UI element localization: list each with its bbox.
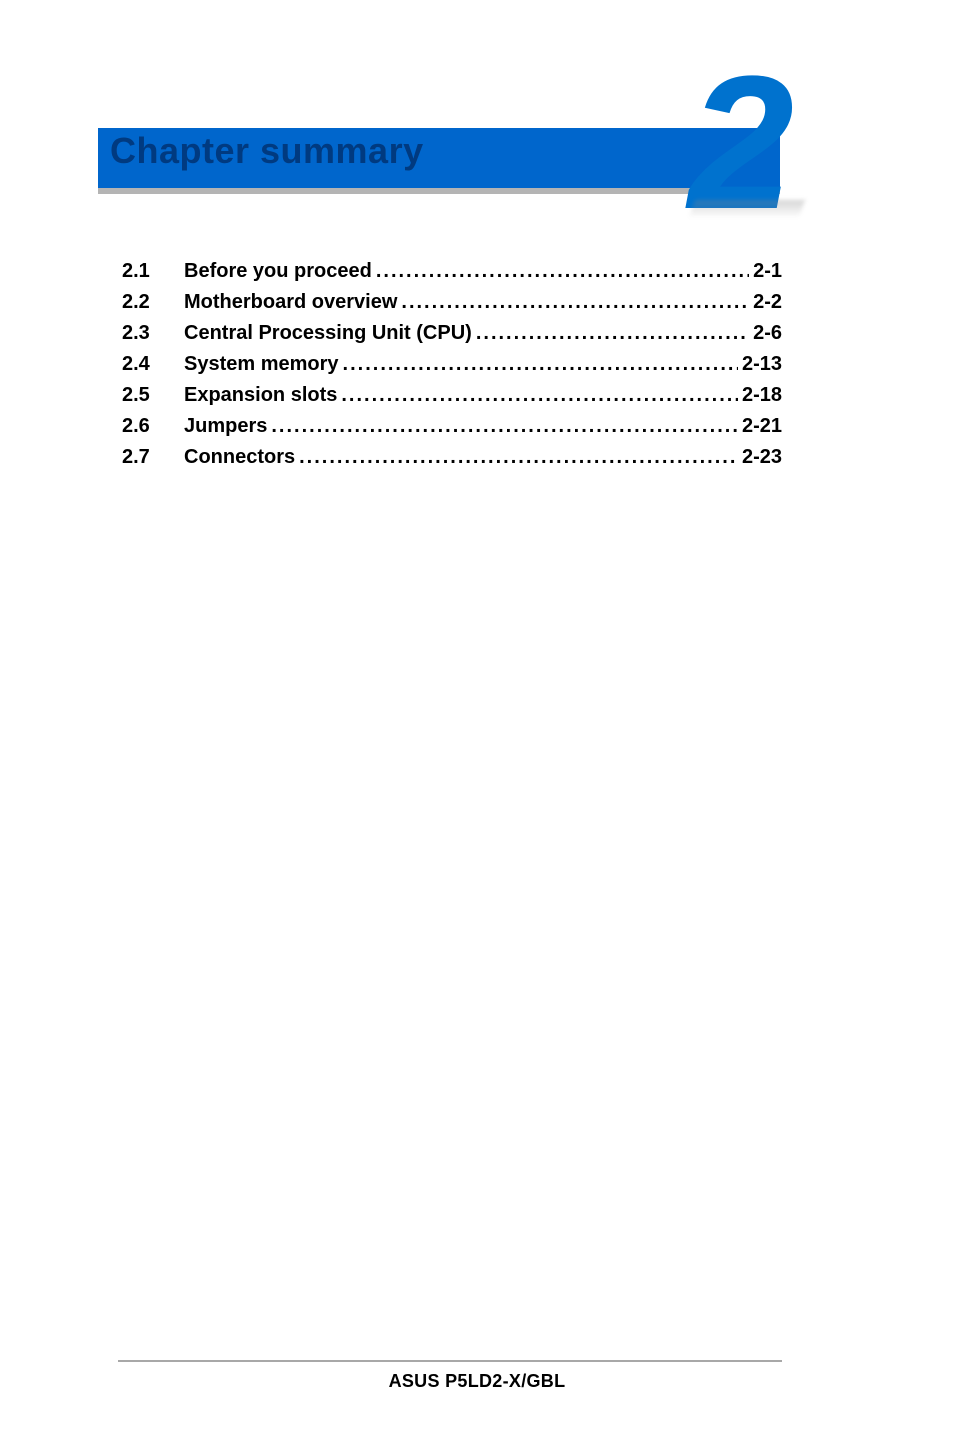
toc-label: Central Processing Unit (CPU) (184, 322, 472, 345)
toc-row: 2.3 Central Processing Unit (CPU) 2-6 (122, 322, 782, 345)
toc-label: Before you proceed (184, 260, 372, 283)
page: Chapter summary 2 2.1 Before you proceed… (0, 0, 954, 1438)
toc-page: 2-6 (753, 322, 782, 345)
toc-page: 2-23 (742, 446, 782, 469)
toc-num: 2.5 (122, 384, 184, 407)
toc-num: 2.1 (122, 260, 184, 283)
toc: 2.1 Before you proceed 2-1 2.2 Motherboa… (122, 260, 782, 477)
chapter-number-shadow (689, 200, 805, 218)
toc-label: Expansion slots (184, 384, 337, 407)
footer-text: ASUS P5LD2-X/GBL (0, 1371, 954, 1392)
toc-dots (476, 322, 749, 345)
toc-dots (343, 353, 738, 376)
toc-label: System memory (184, 353, 339, 376)
toc-page: 2-2 (753, 291, 782, 314)
banner-underline (98, 188, 780, 194)
toc-num: 2.4 (122, 353, 184, 376)
toc-page: 2-1 (753, 260, 782, 283)
footer-divider (118, 1360, 782, 1362)
toc-row: 2.7 Connectors 2-23 (122, 446, 782, 469)
toc-dots (401, 291, 749, 314)
toc-dots (341, 384, 738, 407)
toc-num: 2.2 (122, 291, 184, 314)
toc-dots (376, 260, 749, 283)
toc-num: 2.7 (122, 446, 184, 469)
toc-label: Jumpers (184, 415, 267, 438)
banner-left-cap (0, 115, 98, 195)
toc-page: 2-18 (742, 384, 782, 407)
toc-num: 2.6 (122, 415, 184, 438)
chapter-title: Chapter summary (110, 130, 424, 172)
toc-label: Motherboard overview (184, 291, 397, 314)
toc-dots (299, 446, 738, 469)
toc-page: 2-13 (742, 353, 782, 376)
toc-num: 2.3 (122, 322, 184, 345)
toc-row: 2.5 Expansion slots 2-18 (122, 384, 782, 407)
toc-row: 2.4 System memory 2-13 (122, 353, 782, 376)
toc-row: 2.6 Jumpers 2-21 (122, 415, 782, 438)
toc-row: 2.1 Before you proceed 2-1 (122, 260, 782, 283)
toc-page: 2-21 (742, 415, 782, 438)
toc-label: Connectors (184, 446, 295, 469)
toc-dots (271, 415, 738, 438)
toc-row: 2.2 Motherboard overview 2-2 (122, 291, 782, 314)
